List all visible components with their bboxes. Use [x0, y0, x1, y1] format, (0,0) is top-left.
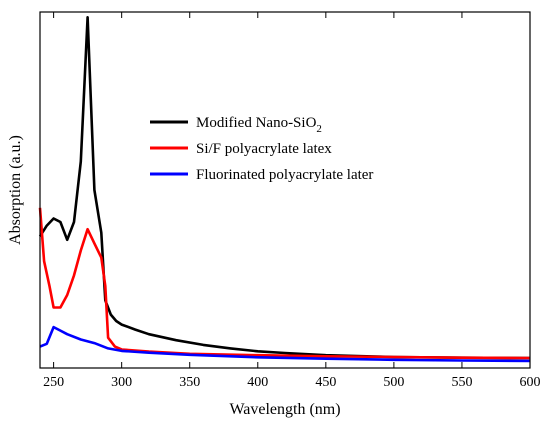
y-axis-label: Absorption (a.u.) — [7, 135, 24, 245]
plot-frame — [39, 11, 531, 369]
x-tick-label: 250 — [43, 375, 64, 390]
plot-lines — [38, 15, 531, 363]
legend-label-1: Si/F polyacrylate latex — [196, 141, 332, 157]
x-tick-label: 300 — [111, 375, 132, 390]
x-tick-label: 350 — [179, 375, 200, 390]
x-tick-label: 600 — [520, 375, 541, 390]
series-line-0 — [38, 15, 531, 360]
x-tick-label: 450 — [315, 375, 336, 390]
legend-label-0: Modified Nano-SiO2 — [196, 115, 322, 135]
series-line-1 — [38, 207, 531, 360]
legend: Modified Nano-SiO2 Si/F polyacrylate late… — [150, 115, 373, 183]
x-tick-label: 500 — [383, 375, 404, 390]
x-axis-label: Wavelength (nm) — [229, 401, 340, 418]
series-line-2 — [39, 325, 531, 363]
x-tick-label: 550 — [451, 375, 472, 390]
x-axis-ticks: 250 300 350 400 450 500 550 600 — [43, 12, 541, 390]
legend-label-2: Fluorinated polyacrylate later — [196, 167, 373, 183]
x-tick-label: 400 — [247, 375, 268, 390]
